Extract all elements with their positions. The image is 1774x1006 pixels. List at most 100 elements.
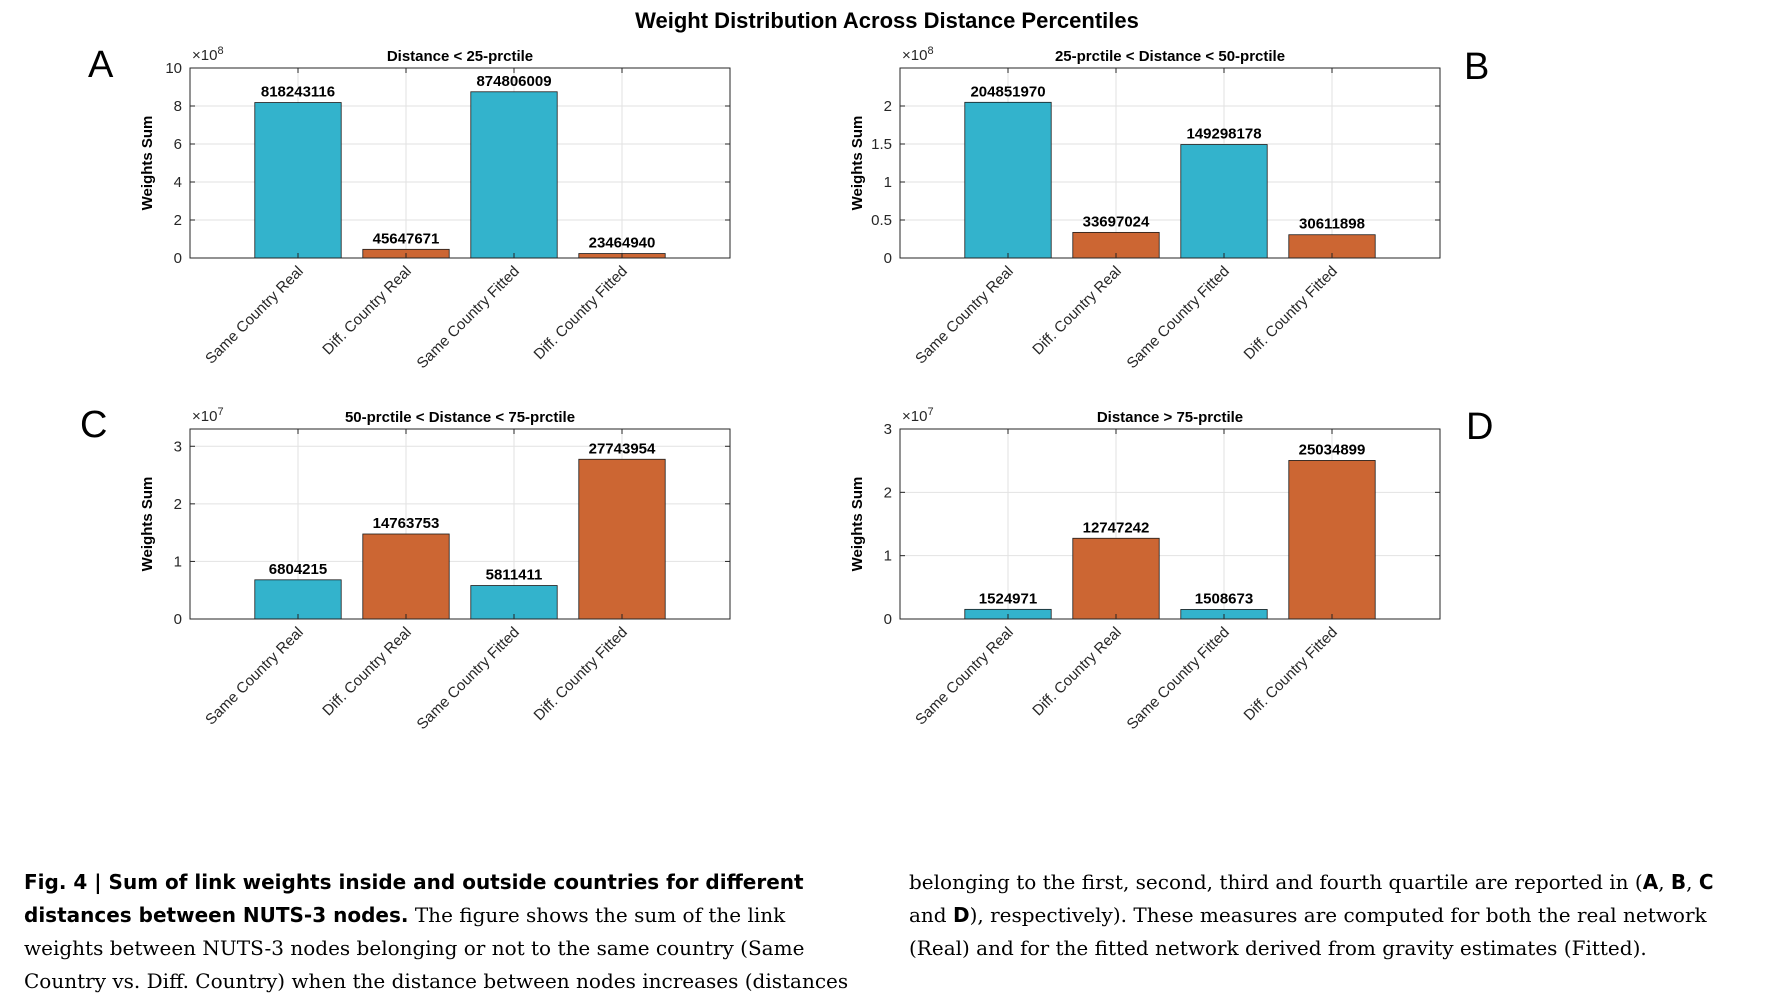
chart-title: Distance > 75-prctile xyxy=(1097,409,1243,426)
axis-exponent-label: ×108 xyxy=(192,45,224,64)
data-label: 27743954 xyxy=(589,440,656,457)
data-label: 874806009 xyxy=(476,73,551,90)
figure-caption: Fig. 4 | Sum of link weights inside and … xyxy=(24,866,1754,1000)
y-tick-label: 0.5 xyxy=(871,212,892,229)
bar xyxy=(470,585,558,620)
axis-exponent-power: 7 xyxy=(217,406,223,418)
data-label: 45647671 xyxy=(373,230,440,247)
x-tick-label: Diff. Country Real xyxy=(1029,263,1125,359)
caption-text-1: The figure shows the sum of the link wei… xyxy=(24,870,1643,993)
caption-sep-3: and xyxy=(909,903,953,927)
caption-panel-a: A xyxy=(1642,870,1659,894)
y-axis-label: Weights Sum xyxy=(139,116,156,211)
x-tick-label: Same Country Real xyxy=(202,624,307,729)
y-tick-label: 6 xyxy=(174,136,182,153)
y-tick-label: 0 xyxy=(884,611,892,628)
y-axis-label: Weights Sum xyxy=(849,116,866,211)
axes-box xyxy=(899,67,1441,259)
bar xyxy=(1072,537,1160,620)
x-tick-label: Diff. Country Fitted xyxy=(531,263,631,363)
data-label: 14763753 xyxy=(373,515,440,532)
chart-panel-a: 818243116 45647671 874806009 23464940 0 2 4 6 8 1… xyxy=(139,45,731,372)
caption-panel-c: C xyxy=(1698,870,1714,894)
axis-exponent-base: ×10 xyxy=(902,47,927,64)
x-tick-label: Same Country Real xyxy=(912,263,1017,368)
chart-panel-c: 6804215 14763753 5811411 27743954 0 1 2 3 Same C… xyxy=(139,406,731,733)
y-tick-label: 1 xyxy=(884,548,892,565)
axis-exponent-base: ×10 xyxy=(192,408,217,425)
caption-separator: | xyxy=(87,870,109,894)
axis-exponent-base: ×10 xyxy=(192,47,217,64)
data-label: 204851970 xyxy=(970,83,1045,100)
caption-panel-d: D xyxy=(952,903,970,927)
x-tick-label: Diff. Country Real xyxy=(319,624,415,720)
chart-panel-b: 204851970 33697024 149298178 30611898 0 0.5 1 1… xyxy=(849,45,1441,372)
axis-exponent-power: 7 xyxy=(927,406,933,418)
bar xyxy=(254,102,342,259)
y-axis-label: Weights Sum xyxy=(849,477,866,572)
x-tick-label: Same Country Fitted xyxy=(1124,624,1233,733)
y-tick-label: 8 xyxy=(174,98,182,115)
axis-exponent-base: ×10 xyxy=(902,408,927,425)
caption-panel-b: B xyxy=(1670,870,1687,894)
data-label: 23464940 xyxy=(589,235,656,252)
y-tick-label: 3 xyxy=(884,421,892,438)
axes-box xyxy=(189,67,731,259)
data-label: 818243116 xyxy=(261,84,335,101)
chart-title: 50-prctile < Distance < 75-prctile xyxy=(345,409,575,426)
bar xyxy=(254,579,342,620)
chart-panel-d: 1524971 12747242 1508673 25034899 0 1 2 3 Same C… xyxy=(849,406,1441,733)
y-tick-label: 1.5 xyxy=(871,136,892,153)
axes-box xyxy=(899,428,1441,620)
caption-bold-title: Sum of link weights inside and outside c… xyxy=(24,870,804,927)
x-tick-label: Same Country Fitted xyxy=(1124,263,1233,372)
figure-title: Weight Distribution Across Distance Perc… xyxy=(635,8,1139,33)
y-axis-label: Weights Sum xyxy=(139,477,156,572)
bar xyxy=(964,101,1052,259)
panel-letter-a: A xyxy=(88,44,114,86)
y-tick-label: 0 xyxy=(884,250,892,267)
chart-title: 25-prctile < Distance < 50-prctile xyxy=(1055,48,1285,65)
data-label: 30611898 xyxy=(1299,216,1365,233)
x-tick-label: Diff. Country Fitted xyxy=(531,624,631,724)
bar xyxy=(578,458,666,620)
panel-letter-b: B xyxy=(1464,46,1490,88)
bar xyxy=(1288,460,1376,620)
chart-title: Distance < 25-prctile xyxy=(387,48,533,65)
y-tick-label: 2 xyxy=(884,98,892,115)
axis-exponent-label: ×107 xyxy=(902,406,934,425)
caption-sep-2: , xyxy=(1686,870,1699,894)
y-tick-label: 1 xyxy=(884,174,892,191)
x-tick-label: Same Country Real xyxy=(912,624,1017,729)
data-label: 1508673 xyxy=(1195,590,1253,607)
x-tick-label: Diff. Country Real xyxy=(319,263,415,359)
panel-letter-d: D xyxy=(1466,406,1494,448)
y-tick-label: 0 xyxy=(174,250,182,267)
y-tick-label: 4 xyxy=(174,174,182,191)
x-tick-label: Same Country Fitted xyxy=(414,263,523,372)
y-tick-label: 2 xyxy=(174,212,182,229)
data-label: 25034899 xyxy=(1299,441,1366,458)
data-label: 5811411 xyxy=(486,567,543,584)
caption-label: Fig. 4 xyxy=(24,870,88,894)
y-tick-label: 0 xyxy=(174,611,182,628)
axis-exponent-power: 8 xyxy=(927,45,933,57)
x-tick-label: Diff. Country Fitted xyxy=(1241,263,1341,363)
bar xyxy=(470,91,558,259)
data-label: 149298178 xyxy=(1186,126,1261,143)
axis-exponent-label: ×108 xyxy=(902,45,934,64)
caption-sep-1: , xyxy=(1658,870,1671,894)
data-label: 6804215 xyxy=(269,561,327,578)
axis-exponent-power: 8 xyxy=(217,45,223,57)
y-tick-label: 1 xyxy=(174,553,182,570)
bar xyxy=(362,533,450,620)
x-tick-label: Diff. Country Real xyxy=(1029,624,1125,720)
caption-text-2: ), respectively). These measures are com… xyxy=(909,903,1707,960)
y-tick-label: 2 xyxy=(884,484,892,501)
y-tick-label: 3 xyxy=(174,438,182,455)
x-tick-label: Diff. Country Fitted xyxy=(1241,624,1341,724)
axis-exponent-label: ×107 xyxy=(192,406,224,425)
bar xyxy=(1180,144,1268,259)
y-tick-label: 2 xyxy=(174,496,182,513)
axes-box xyxy=(189,428,731,620)
